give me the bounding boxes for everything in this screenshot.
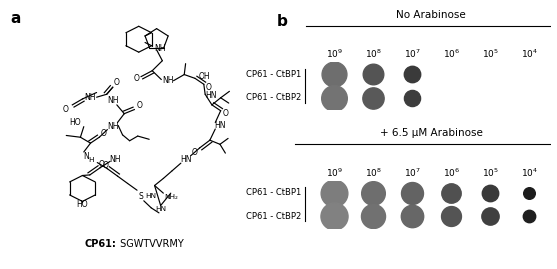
- Text: HN: HN: [155, 206, 166, 212]
- Text: O: O: [134, 74, 139, 83]
- Text: $10^5$: $10^5$: [482, 48, 499, 60]
- Text: CP61 - CtBP1: CP61 - CtBP1: [246, 70, 301, 79]
- Text: CP61 - CtBP2: CP61 - CtBP2: [246, 212, 301, 221]
- Text: S: S: [139, 192, 144, 201]
- Text: CP61 - CtBP1: CP61 - CtBP1: [246, 188, 301, 197]
- Text: $10^9$: $10^9$: [326, 166, 343, 179]
- Text: O: O: [99, 160, 105, 169]
- Text: $10^5$: $10^5$: [482, 166, 499, 179]
- Text: O: O: [62, 105, 69, 114]
- Text: O: O: [192, 148, 198, 157]
- Point: [408, 190, 417, 195]
- Point: [408, 95, 417, 100]
- Text: NH₂: NH₂: [164, 194, 178, 200]
- Text: $10^7$: $10^7$: [404, 166, 421, 179]
- Text: O: O: [223, 109, 229, 118]
- Text: $10^6$: $10^6$: [442, 48, 460, 60]
- Text: NH: NH: [110, 154, 121, 164]
- Point: [447, 190, 456, 195]
- Text: NH: NH: [154, 44, 166, 54]
- Text: O: O: [101, 129, 107, 138]
- Text: $10^8$: $10^8$: [365, 166, 382, 179]
- Text: $10^8$: $10^8$: [365, 48, 382, 60]
- Text: $10^4$: $10^4$: [521, 48, 538, 60]
- Point: [369, 190, 378, 195]
- Point: [525, 214, 534, 218]
- Point: [447, 214, 456, 218]
- Text: HO: HO: [77, 200, 88, 210]
- Point: [369, 95, 378, 100]
- Point: [486, 214, 495, 218]
- Text: N: N: [84, 151, 89, 161]
- Text: HN: HN: [146, 193, 157, 199]
- Text: $10^4$: $10^4$: [521, 166, 538, 179]
- Text: CP61 - CtBP2: CP61 - CtBP2: [246, 93, 301, 102]
- Text: SGWTVVRMY: SGWTVVRMY: [118, 239, 184, 249]
- Point: [330, 214, 339, 218]
- Text: + 6.5 μM Arabinose: + 6.5 μM Arabinose: [380, 128, 483, 138]
- Text: No Arabinose: No Arabinose: [397, 10, 466, 20]
- Point: [525, 190, 534, 195]
- Text: O: O: [136, 101, 142, 110]
- Text: O: O: [113, 78, 119, 87]
- Text: $10^9$: $10^9$: [326, 48, 343, 60]
- Point: [330, 95, 339, 100]
- Text: HN: HN: [180, 154, 192, 164]
- Text: $10^6$: $10^6$: [442, 166, 460, 179]
- Text: HN: HN: [206, 91, 217, 100]
- Point: [486, 190, 495, 195]
- Text: HO: HO: [69, 118, 81, 127]
- Text: NH: NH: [162, 76, 174, 85]
- Text: O: O: [206, 83, 212, 92]
- Point: [330, 190, 339, 195]
- Text: O: O: [103, 161, 109, 170]
- Point: [408, 72, 417, 76]
- Point: [369, 72, 378, 76]
- Text: H: H: [88, 157, 93, 163]
- Text: CP61:: CP61:: [84, 239, 116, 249]
- Text: NH: NH: [107, 96, 119, 105]
- Text: NH: NH: [107, 122, 119, 131]
- Point: [369, 214, 378, 218]
- Text: b: b: [277, 14, 288, 29]
- Text: a: a: [11, 11, 21, 26]
- Text: NH: NH: [84, 93, 96, 102]
- Point: [408, 214, 417, 218]
- Text: $10^7$: $10^7$: [404, 48, 421, 60]
- Text: OH: OH: [199, 72, 211, 81]
- Text: HN: HN: [214, 121, 226, 130]
- Point: [330, 72, 339, 76]
